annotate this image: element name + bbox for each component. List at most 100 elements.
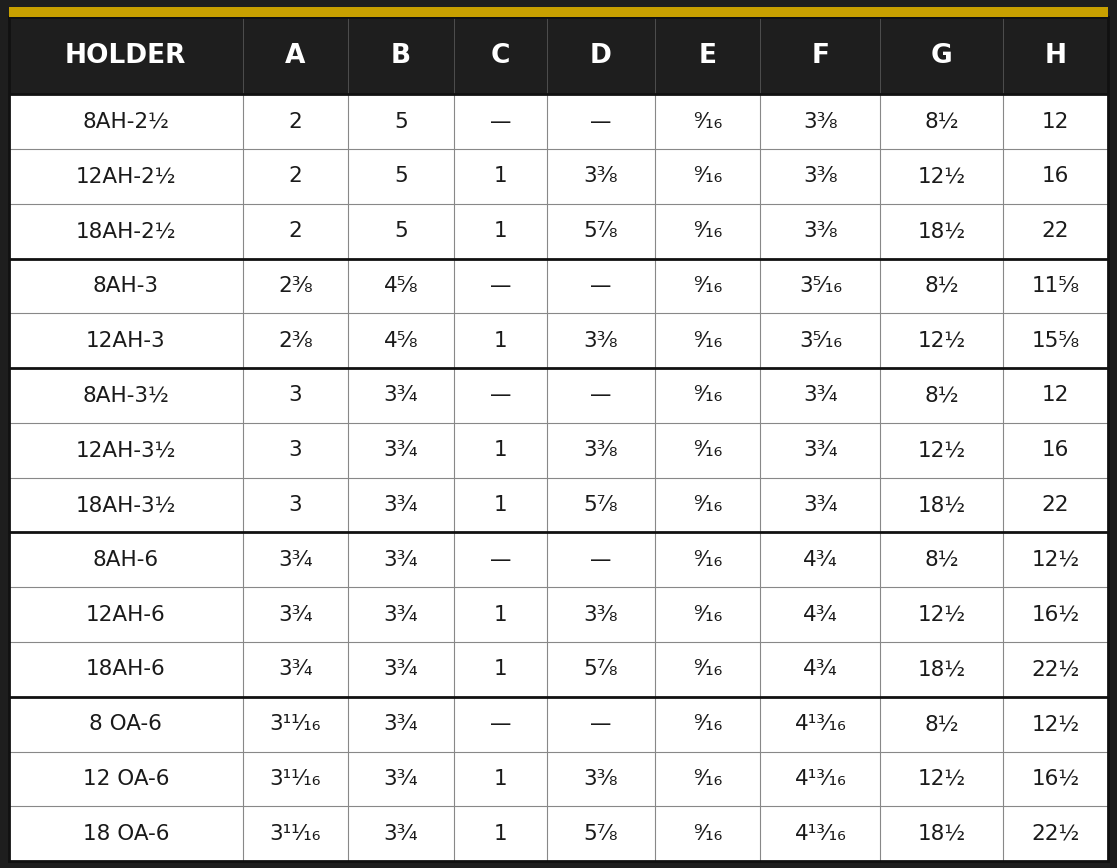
- Text: ⁹⁄₁₆: ⁹⁄₁₆: [693, 824, 723, 844]
- Text: 5⁷⁄₈: 5⁷⁄₈: [584, 221, 619, 241]
- Text: 12AH-6: 12AH-6: [86, 605, 165, 625]
- Text: 5⁷⁄₈: 5⁷⁄₈: [584, 660, 619, 680]
- Text: 22½: 22½: [1031, 824, 1079, 844]
- Text: ⁹⁄₁₆: ⁹⁄₁₆: [693, 385, 723, 405]
- Text: 12AH-3: 12AH-3: [86, 331, 165, 351]
- Text: ⁹⁄₁₆: ⁹⁄₁₆: [693, 276, 723, 296]
- Text: 22: 22: [1041, 221, 1069, 241]
- Text: 16: 16: [1042, 167, 1069, 187]
- Text: 3³⁄₄: 3³⁄₄: [803, 440, 838, 460]
- Text: 12½: 12½: [917, 440, 965, 460]
- Text: ⁹⁄₁₆: ⁹⁄₁₆: [693, 440, 723, 460]
- Text: 4³⁄₄: 4³⁄₄: [803, 549, 838, 569]
- Text: ⁹⁄₁₆: ⁹⁄₁₆: [693, 769, 723, 789]
- Bar: [9, 7, 1108, 17]
- Text: 1: 1: [494, 221, 507, 241]
- Text: 4³⁄₄: 4³⁄₄: [803, 660, 838, 680]
- Text: 12½: 12½: [917, 769, 965, 789]
- Text: 3³⁄₄: 3³⁄₄: [383, 714, 418, 734]
- Text: 3³⁄₈: 3³⁄₈: [584, 440, 619, 460]
- Text: 8AH-2½: 8AH-2½: [83, 112, 170, 132]
- Text: ⁹⁄₁₆: ⁹⁄₁₆: [693, 221, 723, 241]
- Text: —: —: [489, 549, 512, 569]
- Text: 18AH-6: 18AH-6: [86, 660, 165, 680]
- Text: ⁹⁄₁₆: ⁹⁄₁₆: [693, 549, 723, 569]
- Text: —: —: [489, 385, 512, 405]
- Text: 3³⁄₄: 3³⁄₄: [278, 549, 313, 569]
- Text: 2³⁄₈: 2³⁄₈: [278, 276, 313, 296]
- Text: 3³⁄₄: 3³⁄₄: [383, 440, 418, 460]
- Text: 3⁵⁄₁₆: 3⁵⁄₁₆: [799, 276, 842, 296]
- Text: ⁹⁄₁₆: ⁹⁄₁₆: [693, 167, 723, 187]
- Text: —: —: [591, 112, 612, 132]
- Text: 3³⁄₄: 3³⁄₄: [383, 605, 418, 625]
- Text: 1: 1: [494, 824, 507, 844]
- Text: B: B: [391, 43, 411, 69]
- Text: 3³⁄₈: 3³⁄₈: [584, 167, 619, 187]
- Text: 1: 1: [494, 167, 507, 187]
- Text: 3: 3: [288, 385, 303, 405]
- Text: 12AH-2½: 12AH-2½: [76, 167, 176, 187]
- Text: 8½: 8½: [924, 276, 958, 296]
- Text: C: C: [490, 43, 510, 69]
- Text: 1: 1: [494, 660, 507, 680]
- Text: 3¹¹⁄₁₆: 3¹¹⁄₁₆: [269, 824, 322, 844]
- Text: 2: 2: [288, 112, 303, 132]
- Text: 16: 16: [1042, 440, 1069, 460]
- Text: 3³⁄₄: 3³⁄₄: [383, 660, 418, 680]
- Text: —: —: [489, 714, 512, 734]
- Text: 18AH-3½: 18AH-3½: [76, 495, 176, 515]
- Text: 3³⁄₄: 3³⁄₄: [383, 495, 418, 515]
- Text: 3³⁄₄: 3³⁄₄: [383, 549, 418, 569]
- Text: 18½: 18½: [917, 660, 965, 680]
- Text: 1: 1: [494, 331, 507, 351]
- Text: ⁹⁄₁₆: ⁹⁄₁₆: [693, 331, 723, 351]
- Text: 18½: 18½: [917, 495, 965, 515]
- Text: 3³⁄₈: 3³⁄₈: [584, 605, 619, 625]
- Text: E: E: [699, 43, 717, 69]
- Text: 12½: 12½: [917, 331, 965, 351]
- Text: 12 OA-6: 12 OA-6: [83, 769, 169, 789]
- Bar: [9, 17, 1108, 95]
- Text: 3³⁄₄: 3³⁄₄: [803, 495, 838, 515]
- Text: 5⁷⁄₈: 5⁷⁄₈: [584, 824, 619, 844]
- Text: 8½: 8½: [924, 385, 958, 405]
- Text: ⁹⁄₁₆: ⁹⁄₁₆: [693, 495, 723, 515]
- Text: 2: 2: [288, 221, 303, 241]
- Text: 3³⁄₈: 3³⁄₈: [584, 769, 619, 789]
- Text: 3³⁄₄: 3³⁄₄: [803, 385, 838, 405]
- Text: 18½: 18½: [917, 824, 965, 844]
- Text: 4³⁄₄: 4³⁄₄: [803, 605, 838, 625]
- Text: 5: 5: [394, 112, 408, 132]
- Text: ⁹⁄₁₆: ⁹⁄₁₆: [693, 112, 723, 132]
- Text: 16½: 16½: [1031, 605, 1079, 625]
- Text: —: —: [591, 549, 612, 569]
- Text: ⁹⁄₁₆: ⁹⁄₁₆: [693, 605, 723, 625]
- Text: HOLDER: HOLDER: [65, 43, 187, 69]
- Text: F: F: [811, 43, 830, 69]
- Text: 3³⁄₈: 3³⁄₈: [584, 331, 619, 351]
- Text: —: —: [591, 714, 612, 734]
- Text: 3³⁄₄: 3³⁄₄: [383, 769, 418, 789]
- Text: 3³⁄₈: 3³⁄₈: [803, 167, 838, 187]
- Text: 1: 1: [494, 605, 507, 625]
- Text: 3³⁄₄: 3³⁄₄: [278, 605, 313, 625]
- Text: 4⁵⁄₈: 4⁵⁄₈: [383, 276, 418, 296]
- Text: 18AH-2½: 18AH-2½: [76, 221, 176, 241]
- Text: 22: 22: [1041, 495, 1069, 515]
- Text: 3³⁄₈: 3³⁄₈: [803, 112, 838, 132]
- Text: 2³⁄₈: 2³⁄₈: [278, 331, 313, 351]
- Text: 3³⁄₄: 3³⁄₄: [383, 385, 418, 405]
- Text: —: —: [591, 385, 612, 405]
- Text: 3¹¹⁄₁₆: 3¹¹⁄₁₆: [269, 769, 322, 789]
- Text: 12½: 12½: [1031, 714, 1079, 734]
- Text: 4¹³⁄₁₆: 4¹³⁄₁₆: [794, 769, 847, 789]
- Text: 22½: 22½: [1031, 660, 1079, 680]
- Text: 2: 2: [288, 167, 303, 187]
- Text: 11⁵⁄₈: 11⁵⁄₈: [1031, 276, 1079, 296]
- Text: 12: 12: [1042, 112, 1069, 132]
- Text: 12AH-3½: 12AH-3½: [76, 440, 176, 460]
- Text: 5: 5: [394, 221, 408, 241]
- Text: 3: 3: [288, 495, 303, 515]
- Text: 12½: 12½: [917, 605, 965, 625]
